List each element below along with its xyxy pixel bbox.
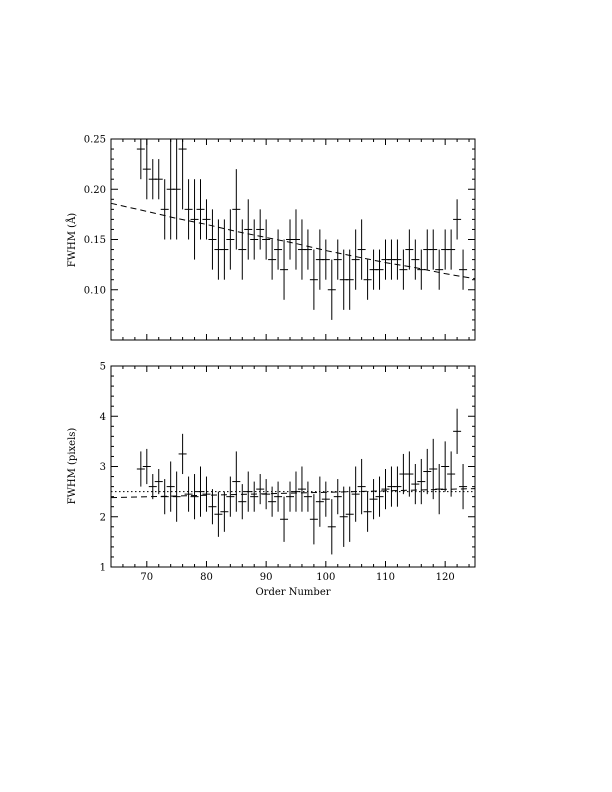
y-tick-label: 3 [100,462,106,473]
bottom-panel-x-tick-labels: 70 80 90 100 110 120 [140,572,454,583]
y-tick-label: 4 [100,412,106,423]
dashed-fit-line [110,488,476,499]
y-tick-label: 0.25 [84,135,106,146]
y-tick-label: 0.15 [84,235,106,246]
x-tick-label: 110 [376,572,395,583]
bottom-panel: 1 2 3 4 5 70 80 90 100 110 120 FWHM (pixels) Orde… [67,362,476,598]
x-tick-label: 100 [316,572,335,583]
top-panel-series [110,139,476,320]
bottom-panel-series [110,408,476,555]
top-panel: 0.10 0.15 0.20 0.25 FWHM (Å) [66,135,476,341]
x-tick-label: 90 [260,572,273,583]
x-tick-label: 120 [436,572,455,583]
top-panel-y-axis-title: FWHM (Å) [66,213,78,267]
y-tick-label: 5 [100,362,106,373]
bottom-panel-ticks [110,365,475,568]
x-tick-label: 70 [140,572,153,583]
x-tick-label: 80 [200,572,213,583]
y-tick-label: 0.10 [84,285,106,296]
bottom-panel-y-tick-labels: 1 2 3 4 5 [100,362,106,574]
y-tick-label: 0.20 [84,185,106,196]
bottom-panel-x-axis-title: Order Number [255,587,330,598]
bottom-panel-y-axis-title: FWHM (pixels) [67,428,78,505]
y-tick-label: 1 [100,563,106,574]
y-tick-label: 2 [100,512,106,523]
dashed-fit-line [110,202,476,280]
top-panel-y-tick-labels: 0.10 0.15 0.20 0.25 [84,135,106,297]
